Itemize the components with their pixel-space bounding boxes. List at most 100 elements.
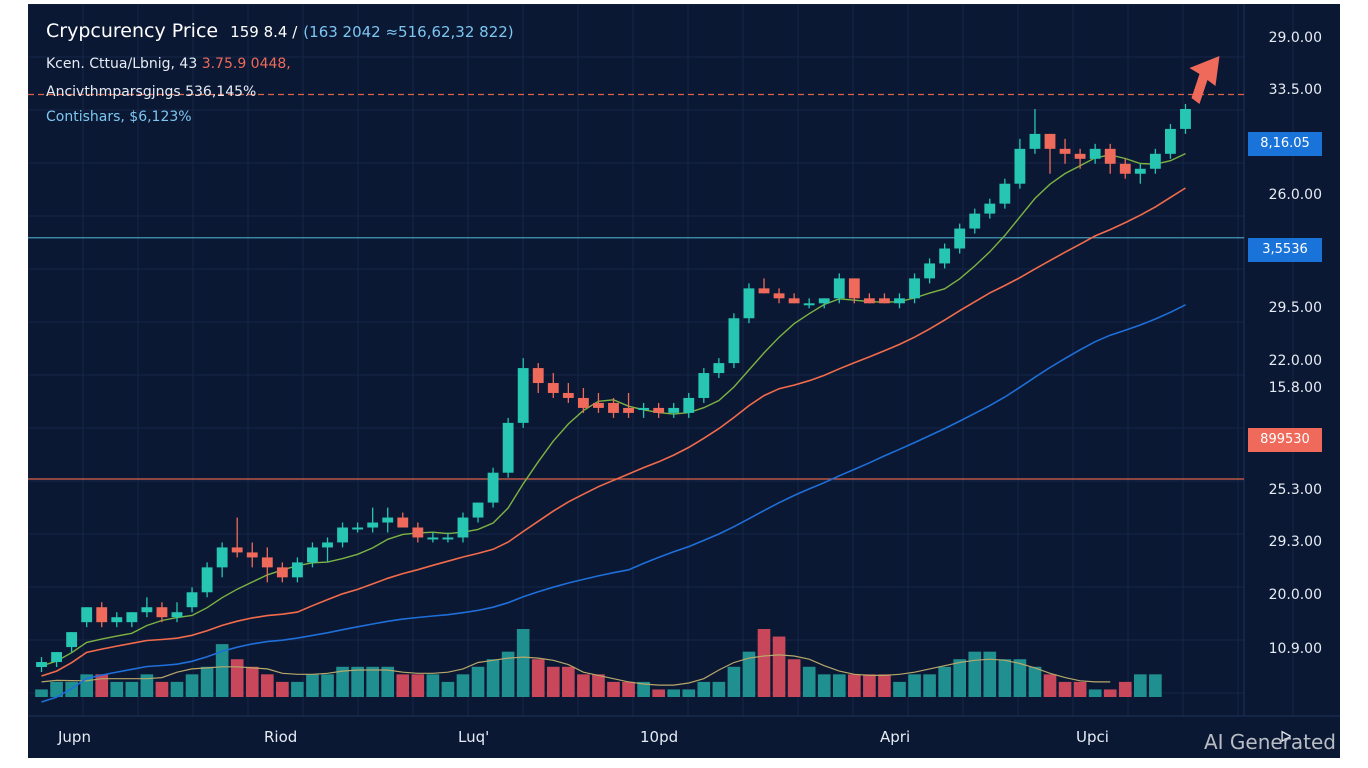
info1-label: Kcen. Cttua/Lbnig, 43 bbox=[46, 56, 198, 72]
y-tick-label: 25.3.00 bbox=[1268, 482, 1322, 498]
candle-body bbox=[728, 318, 740, 364]
candle-body bbox=[773, 293, 785, 299]
candle-body bbox=[713, 363, 725, 374]
x-tick-label: Upci bbox=[1076, 728, 1109, 746]
y-tick-label: 22.0.00 bbox=[1268, 353, 1322, 369]
y-tick-label: 29.5.00 bbox=[1268, 300, 1322, 316]
volume-bar bbox=[456, 674, 470, 697]
candle-body bbox=[442, 537, 454, 540]
candle-body bbox=[547, 383, 559, 393]
candle-body bbox=[141, 607, 153, 613]
volume-bar bbox=[1133, 674, 1147, 697]
candle-body bbox=[593, 402, 604, 408]
volume-bar bbox=[652, 689, 665, 697]
candle-body bbox=[186, 592, 198, 608]
x-tick-label: Apri bbox=[880, 728, 911, 746]
candle-body bbox=[66, 632, 78, 648]
candle-body bbox=[698, 373, 710, 398]
volume-bar bbox=[366, 666, 379, 697]
volume-bar bbox=[230, 659, 244, 697]
moving-average-long bbox=[41, 304, 1186, 703]
candle-body bbox=[683, 397, 695, 413]
volume-bar bbox=[968, 651, 982, 697]
volume-bar bbox=[336, 666, 349, 697]
x-tick-label: 10pd bbox=[640, 728, 679, 746]
y-tick-label: 29.0.00 bbox=[1268, 30, 1322, 46]
volume-bar bbox=[381, 666, 395, 697]
volume-bar bbox=[95, 674, 109, 697]
volume-bar bbox=[426, 674, 440, 697]
candle-body bbox=[562, 392, 574, 398]
volume-bar bbox=[637, 681, 650, 697]
volume-bar bbox=[848, 674, 861, 697]
volume-bar bbox=[1118, 681, 1132, 697]
volume-bar bbox=[832, 674, 846, 697]
volume-bar bbox=[35, 689, 48, 697]
volume-bar bbox=[531, 659, 545, 697]
candle-body bbox=[517, 368, 529, 423]
candle-body bbox=[261, 557, 273, 568]
candle-body bbox=[307, 547, 318, 563]
candle-body bbox=[863, 298, 875, 304]
candle-body bbox=[1089, 148, 1101, 159]
info-line-1: Kcen. Cttua/Lbnig, 43 3.75.9 0448, bbox=[46, 56, 291, 72]
candle-body bbox=[758, 288, 770, 294]
volume-bar bbox=[245, 666, 259, 697]
volume-bar bbox=[200, 666, 214, 697]
chart-title: Crypcurency Price 159 8.4 / (163 2042 ≈5… bbox=[46, 20, 514, 42]
candle-body bbox=[1044, 133, 1056, 149]
moving-average-mid bbox=[41, 187, 1186, 677]
candle-body bbox=[1134, 168, 1146, 174]
candle-body bbox=[999, 183, 1011, 204]
info-line-3: Contishars, $6,123% bbox=[46, 109, 192, 125]
volume-bar bbox=[682, 689, 696, 697]
volume-bar bbox=[577, 674, 590, 697]
volume-bar bbox=[1043, 674, 1057, 697]
volume-bar bbox=[396, 674, 410, 697]
candle-body bbox=[231, 547, 243, 553]
volume-bar bbox=[170, 681, 184, 697]
candle-body bbox=[894, 298, 905, 304]
candle-body bbox=[1074, 153, 1086, 159]
candle-body bbox=[608, 402, 619, 413]
candle-body bbox=[1165, 128, 1176, 154]
volume-bar bbox=[1073, 681, 1087, 697]
candle-body bbox=[216, 547, 228, 568]
volume-bar bbox=[1103, 689, 1117, 697]
volume-bar bbox=[802, 666, 816, 697]
volume-bar bbox=[125, 681, 139, 697]
candle-body bbox=[879, 298, 890, 304]
x-tick-label: Luq' bbox=[458, 728, 490, 746]
y-tick-label: 20.0.00 bbox=[1268, 587, 1322, 603]
candle-body bbox=[818, 298, 830, 304]
candle-body bbox=[1180, 108, 1191, 129]
volume-bar bbox=[1013, 659, 1027, 697]
x-tick-label: ᐅ bbox=[1280, 728, 1292, 746]
volume-bar bbox=[291, 681, 304, 697]
candle-body bbox=[1149, 153, 1161, 169]
volume-bar bbox=[260, 674, 274, 697]
volume-bar bbox=[953, 659, 967, 697]
volume-bar bbox=[772, 636, 786, 697]
y-tick-label: 26.0.00 bbox=[1268, 187, 1322, 203]
candle-body bbox=[291, 562, 303, 578]
candle-body bbox=[909, 278, 920, 299]
candle-body bbox=[939, 248, 951, 264]
candle-body bbox=[954, 228, 966, 249]
volume-bar bbox=[923, 674, 936, 697]
title-text: Crypcurency Price bbox=[46, 20, 219, 42]
volume-bar bbox=[321, 674, 334, 697]
volume-bar bbox=[155, 681, 169, 697]
volume-bar bbox=[185, 674, 199, 697]
y-tick-label: 29.3.00 bbox=[1268, 534, 1322, 550]
candle-body bbox=[1014, 148, 1026, 184]
candle-body bbox=[638, 407, 650, 410]
candle-body bbox=[848, 278, 860, 299]
candle-body bbox=[984, 203, 996, 214]
volume-bar bbox=[471, 666, 485, 697]
volume-bar bbox=[727, 666, 741, 697]
volume-bar bbox=[306, 674, 319, 697]
volume-bar bbox=[1088, 689, 1102, 697]
volume-bar bbox=[411, 674, 425, 697]
trend-arrow-icon bbox=[1189, 56, 1220, 104]
